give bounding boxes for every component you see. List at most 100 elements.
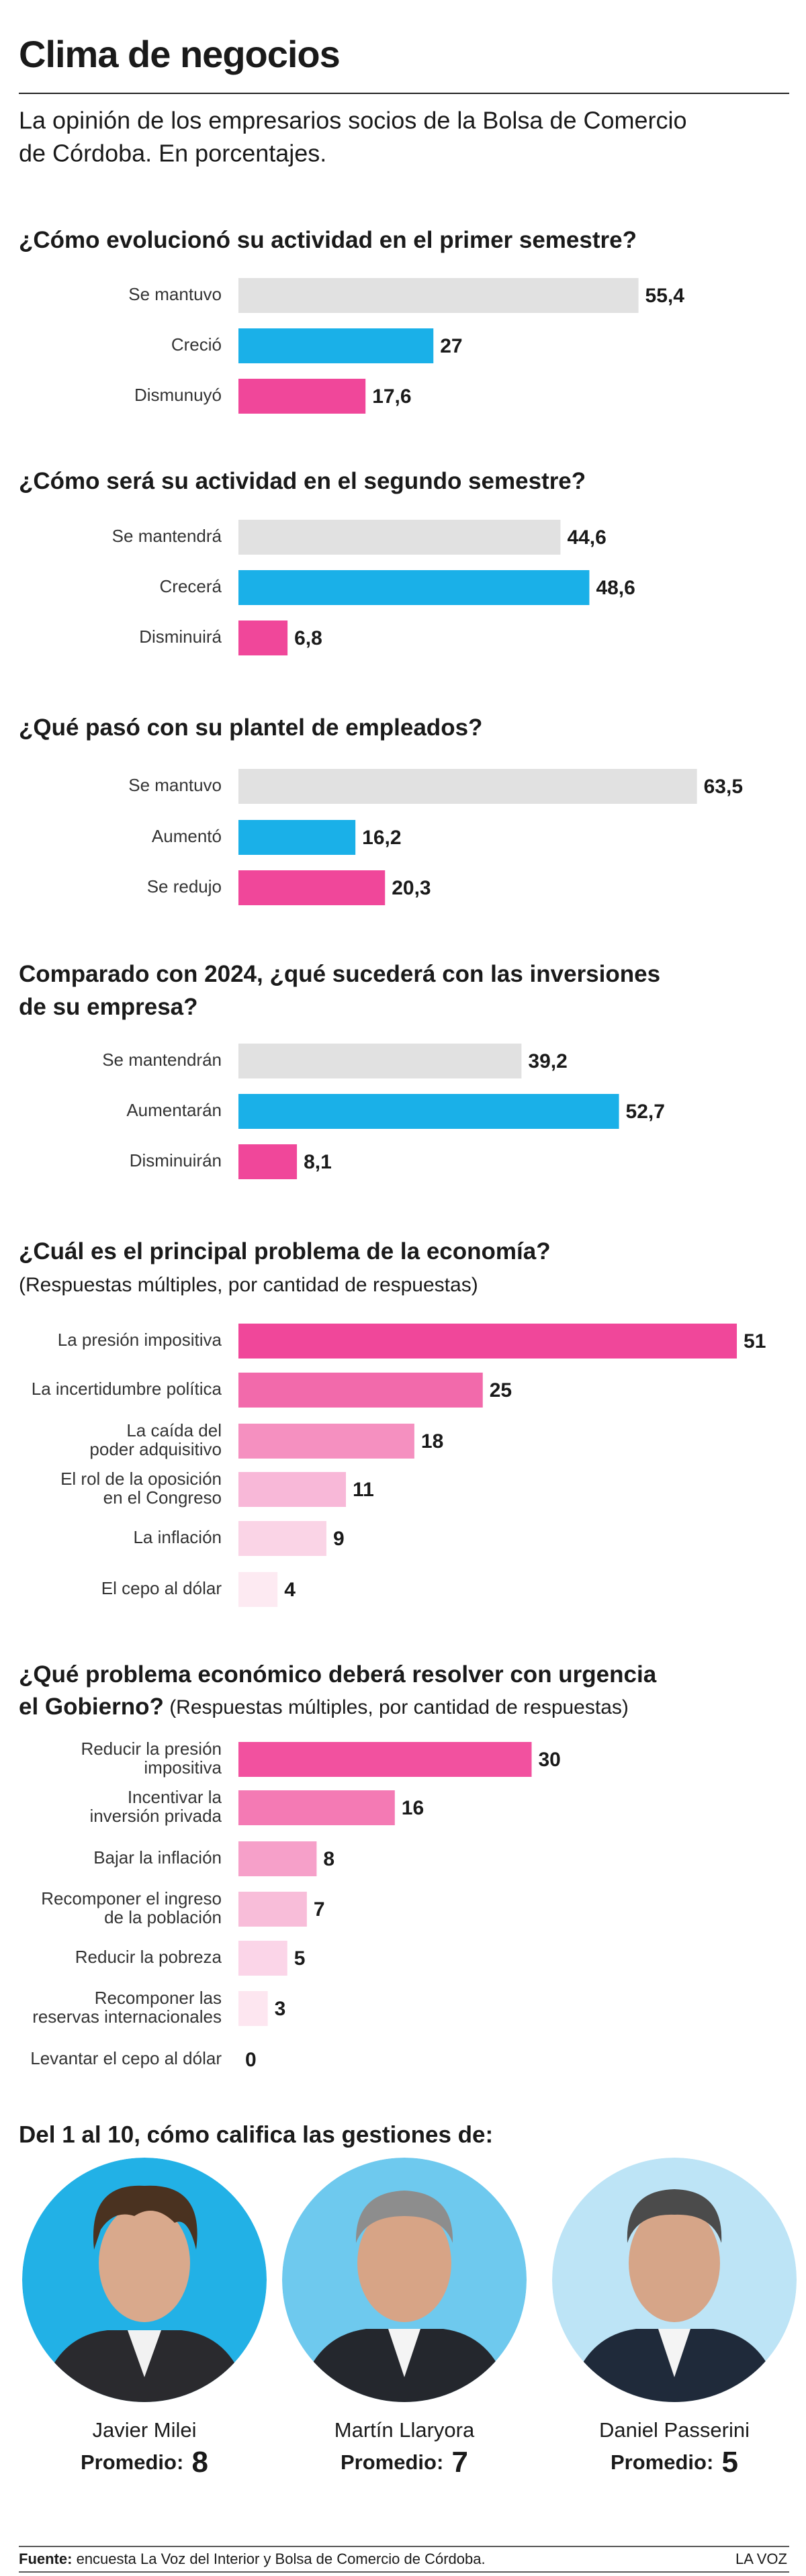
ratings-title: Del 1 al 10, cómo califica las gestiones… [19, 2121, 493, 2148]
value-label: 4 [284, 1579, 296, 1601]
category-label: Disminuirán [130, 1150, 222, 1170]
category-label: poder adquisitivo [89, 1439, 222, 1459]
category-label: Aumentarán [126, 1100, 222, 1120]
person-name: Daniel Passerini [599, 2418, 750, 2442]
category-label: Se mantendrán [102, 1050, 222, 1070]
bar [238, 1790, 395, 1825]
chart-title: Comparado con 2024, ¿qué sucederá con la… [19, 961, 660, 987]
score-value: 8 [183, 2446, 208, 2479]
category-label: La inflación [133, 1527, 222, 1547]
bar [238, 278, 639, 313]
bar [238, 1841, 317, 1876]
category-label: de la población [104, 1907, 222, 1927]
value-label: 9 [333, 1528, 345, 1550]
chart-title-line: ¿Cuál es el principal problema de la eco… [19, 1238, 551, 1264]
category-label: Incentivar la [128, 1787, 222, 1807]
bar [238, 1472, 347, 1507]
bar [238, 820, 356, 855]
bar [238, 1324, 737, 1359]
value-label: 0 [245, 2049, 257, 2071]
category-label: Disminuirá [139, 627, 222, 647]
bar [238, 379, 366, 414]
chart-title-line: ¿Cómo evolucionó su actividad en el prim… [19, 227, 637, 253]
chart-title-line: de su empresa? [19, 994, 198, 1020]
category-label: Levantar el cepo al dólar [30, 2048, 222, 2068]
bar [238, 1892, 307, 1927]
chart-title: ¿Cómo será su actividad en el segundo se… [19, 468, 586, 494]
page-subtitle: La opinión de los empresarios socios de … [19, 107, 687, 134]
value-label: 44,6 [567, 526, 606, 549]
person-score: Promedio: 8 [81, 2446, 208, 2479]
chart-title: de su empresa? [19, 994, 198, 1020]
bar [238, 1941, 287, 1976]
chart-title-line: ¿Qué pasó con su plantel de empleados? [19, 715, 482, 741]
category-label: El cepo al dólar [101, 1578, 222, 1598]
bar [238, 1572, 278, 1607]
value-label: 27 [440, 335, 462, 357]
bar [238, 1044, 522, 1078]
bar [238, 1144, 298, 1179]
category-label: reservas internacionales [32, 2007, 222, 2027]
value-label: 8,1 [304, 1151, 332, 1173]
value-label: 25 [490, 1379, 512, 1401]
portrait [282, 2158, 527, 2402]
category-label: Reducir la pobreza [75, 1947, 222, 1967]
chart-subtitle: (Respuestas múltiples, por cantidad de r… [19, 1274, 478, 1296]
category-label: La incertidumbre política [32, 1379, 222, 1399]
value-label: 8 [323, 1848, 334, 1870]
chart-title: el Gobierno? (Respuestas múltiples, por … [19, 1694, 629, 1720]
bar [238, 520, 561, 555]
portrait [552, 2158, 797, 2402]
value-label: 3 [275, 1998, 286, 2020]
category-label: Recomponer el ingreso [41, 1888, 222, 1908]
category-label: Dismunuyó [134, 385, 222, 405]
value-label: 7 [314, 1898, 325, 1921]
score-value: 7 [443, 2446, 468, 2479]
category-label: impositiva [144, 1757, 222, 1778]
bar [238, 1521, 326, 1556]
bar [238, 1094, 619, 1129]
page-title: Clima de negocios [19, 33, 340, 75]
category-label: Creció [171, 334, 222, 355]
portrait [22, 2158, 267, 2402]
bar [238, 570, 590, 605]
bar [238, 1991, 268, 2026]
category-label: Se mantuvo [128, 775, 222, 795]
category-label: Recomponer las [95, 1988, 222, 2008]
category-label: en el Congreso [103, 1487, 222, 1508]
score-label: Promedio: [341, 2450, 443, 2474]
value-label: 39,2 [528, 1050, 567, 1072]
brand: LA VOZ [735, 2550, 787, 2567]
score-value: 5 [713, 2446, 738, 2479]
value-label: 63,5 [704, 776, 743, 798]
score-label: Promedio: [611, 2450, 713, 2474]
person-score: Promedio: 5 [611, 2446, 738, 2479]
person-name: Javier Milei [92, 2418, 196, 2442]
value-label: 55,4 [645, 285, 685, 307]
value-label: 17,6 [372, 385, 411, 408]
value-label: 5 [294, 1947, 306, 1970]
chart-subtitle: (Respuestas múltiples, por cantidad de r… [164, 1696, 629, 1718]
footer-source: Fuente: encuesta La Voz del Interior y B… [19, 2550, 486, 2567]
chart-title-line: Comparado con 2024, ¿qué sucederá con la… [19, 961, 660, 987]
bar [238, 870, 386, 905]
value-label: 48,6 [596, 577, 635, 599]
category-label: El rol de la oposición [60, 1469, 222, 1489]
score-label: Promedio: [81, 2450, 183, 2474]
person-name: Martín Llaryora [334, 2418, 475, 2442]
category-label: Se mantuvo [128, 284, 222, 304]
person-score: Promedio: 7 [341, 2446, 468, 2479]
category-label: Se redujo [147, 876, 222, 896]
category-label: Aumentó [152, 826, 222, 846]
value-label: 52,7 [626, 1101, 665, 1123]
chart-title-line: ¿Cómo será su actividad en el segundo se… [19, 468, 586, 494]
bar [238, 1424, 414, 1459]
category-label: Reducir la presión [81, 1739, 222, 1759]
value-label: 16,2 [362, 827, 401, 849]
bar [238, 1373, 483, 1408]
category-label: La presión impositiva [58, 1330, 222, 1350]
source-label: Fuente: [19, 2550, 72, 2567]
bar [238, 1742, 532, 1777]
category-label: La caída del [126, 1420, 222, 1440]
